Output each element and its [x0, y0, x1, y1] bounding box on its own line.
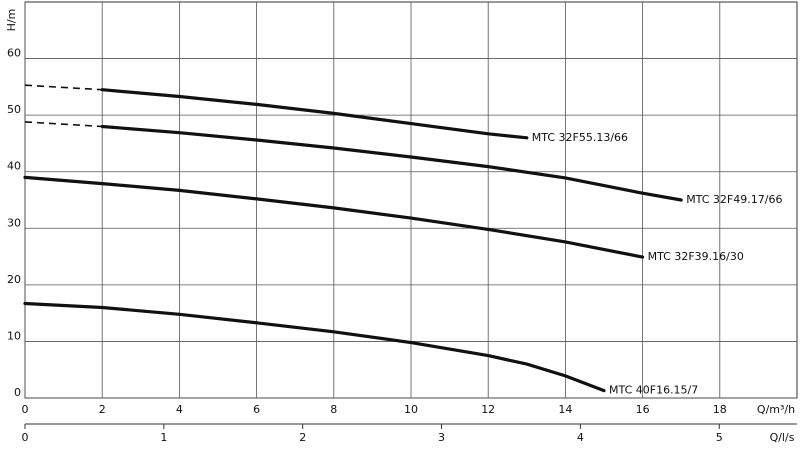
- x2-tick-label: 5: [716, 431, 723, 444]
- y-tick-label: 40: [7, 160, 21, 173]
- x-tick-label: 14: [558, 403, 572, 416]
- curve-label: MTC 40F16.15/7: [609, 384, 698, 397]
- x2-tick-label: 2: [299, 431, 306, 444]
- curve-label: MTC 32F39.16/30: [648, 250, 744, 263]
- x-tick-label: 12: [481, 403, 495, 416]
- x2-axis-label: Q/l/s: [770, 431, 795, 444]
- x-tick-label: 18: [713, 403, 727, 416]
- x-axis-label: Q/m³/h: [757, 403, 795, 416]
- pump-curve: [100, 88, 529, 140]
- y-axis-label: H/m: [5, 9, 18, 32]
- x2-tick-label: 3: [438, 431, 445, 444]
- x-tick-label: 8: [330, 403, 337, 416]
- x-tick-label: 16: [636, 403, 650, 416]
- y-tick-label: 0: [14, 386, 21, 399]
- y-tick-label: 10: [7, 329, 21, 342]
- x-tick-label: 10: [404, 403, 418, 416]
- pump-curve: [23, 301, 606, 393]
- x2-tick-label: 1: [160, 431, 167, 444]
- x-tick-label: 0: [22, 403, 29, 416]
- pump-curve: [100, 124, 683, 202]
- x-tick-label: 2: [99, 403, 106, 416]
- y-tick-label: 50: [7, 103, 21, 116]
- y-tick-label: 30: [7, 216, 21, 229]
- x-tick-label: 4: [176, 403, 183, 416]
- y-tick-label: 60: [7, 47, 21, 60]
- curve-extension: [24, 84, 103, 91]
- curve-label: MTC 32F55.13/66: [532, 131, 628, 144]
- x2-tick-label: 0: [22, 431, 29, 444]
- curve-extension: [24, 121, 103, 128]
- pump-curve: [23, 175, 645, 259]
- y-tick-label: 20: [7, 273, 21, 286]
- x2-tick-label: 4: [577, 431, 584, 444]
- x-tick-label: 6: [253, 403, 260, 416]
- curve-label: MTC 32F49.17/66: [686, 193, 782, 206]
